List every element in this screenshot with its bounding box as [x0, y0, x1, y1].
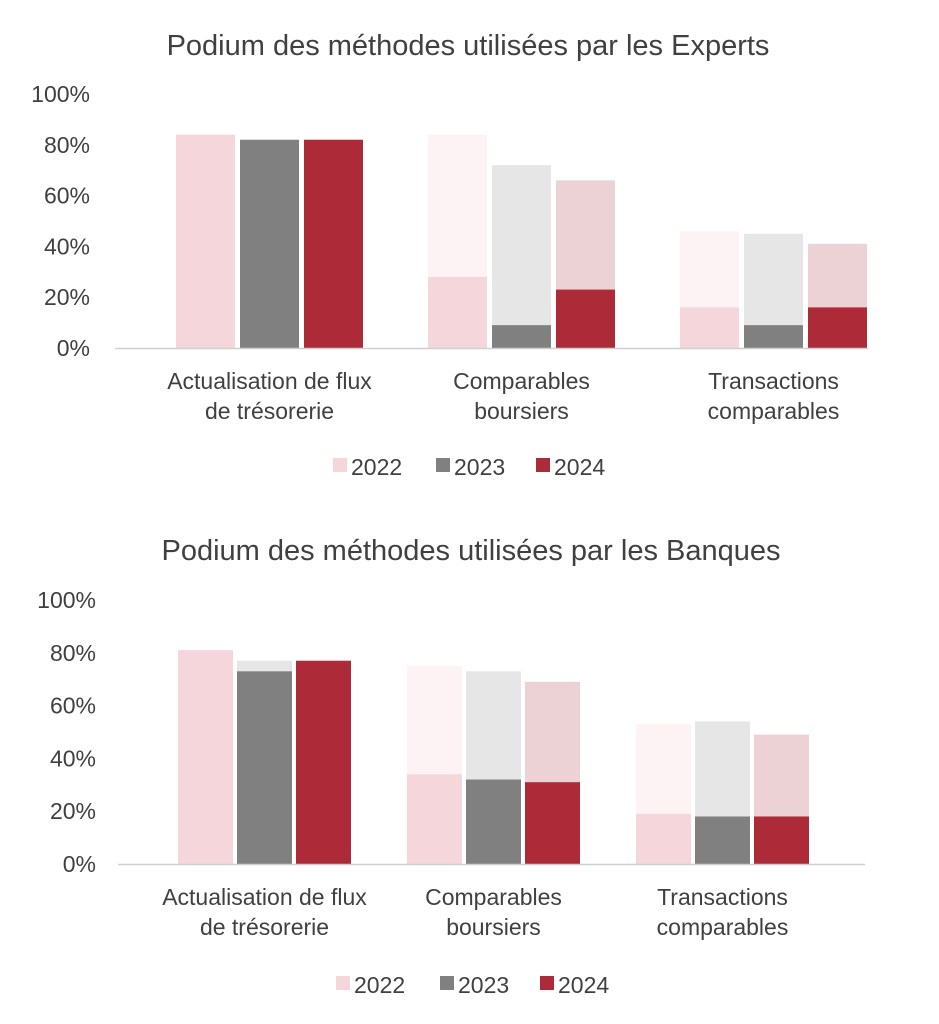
bar-2023 [744, 325, 803, 348]
bar-2022 [407, 774, 462, 864]
bar-total-2023 [492, 165, 551, 326]
bar-total-2023 [744, 233, 803, 326]
legend-swatch-2024 [540, 976, 554, 990]
y-tick-label: 20% [44, 284, 90, 310]
bar-2022 [636, 813, 691, 864]
bar-total-2023 [237, 660, 292, 672]
bar-2024 [556, 289, 615, 348]
category-label: Actualisation de flux de trésorerie [162, 884, 367, 940]
chart-title: Podium des méthodes utilisées par les Ex… [167, 30, 770, 62]
category-label: Transactions comparables [657, 884, 789, 940]
y-tick-label: 60% [50, 693, 96, 719]
bar-2023 [492, 325, 551, 348]
legend-swatch-2022 [333, 458, 347, 472]
bar-2024 [304, 139, 363, 348]
category-label: Comparables boursiers [425, 884, 562, 940]
bar-2022 [178, 650, 233, 864]
y-tick-label: 60% [44, 183, 90, 209]
bar-total-2023 [466, 671, 521, 780]
bar-2022 [428, 276, 487, 348]
bar-total-2024 [754, 734, 809, 817]
legend-label: 2024 [554, 454, 605, 480]
bar-2023 [240, 139, 299, 348]
y-tick-label: 80% [44, 132, 90, 158]
bar-2023 [695, 816, 750, 864]
bar-2023 [466, 779, 521, 864]
y-tick-label: 100% [31, 81, 90, 107]
bar-total-2022 [680, 231, 739, 308]
legend-swatch-2023 [440, 976, 454, 990]
bar-total-2024 [808, 243, 867, 308]
category-label: Comparables boursiers [453, 368, 590, 424]
legend-swatch-2022 [336, 976, 350, 990]
legend-label: 2022 [354, 972, 405, 998]
legend-swatch-2024 [536, 458, 550, 472]
bar-2024 [296, 660, 351, 864]
bar-2024 [808, 307, 867, 348]
chart-1: Podium des méthodes utilisées par les Ex… [31, 30, 868, 480]
legend-label: 2022 [351, 454, 402, 480]
bar-total-2024 [556, 180, 615, 290]
y-tick-label: 40% [50, 745, 96, 771]
bar-2023 [237, 671, 292, 864]
bar-total-2024 [525, 681, 580, 783]
bar-total-2022 [428, 134, 487, 277]
bar-2024 [754, 816, 809, 864]
legend-swatch-2023 [436, 458, 450, 472]
bar-total-2023 [695, 721, 750, 817]
y-tick-label: 80% [50, 640, 96, 666]
bar-total-2022 [407, 666, 462, 775]
legend-label: 2023 [458, 972, 509, 998]
y-tick-label: 0% [57, 335, 90, 361]
y-tick-label: 20% [50, 798, 96, 824]
bar-total-2022 [636, 724, 691, 814]
bar-2022 [176, 134, 235, 348]
category-label: Actualisation de flux de trésorerie [167, 368, 372, 424]
bar-2024 [525, 782, 580, 864]
legend-label: 2023 [454, 454, 505, 480]
category-label: Transactions comparables [708, 368, 840, 424]
y-tick-label: 40% [44, 233, 90, 259]
y-tick-label: 100% [37, 587, 96, 613]
y-tick-label: 0% [63, 851, 96, 877]
chart-2: Podium des méthodes utilisées par les Ba… [37, 535, 865, 998]
chart-title: Podium des méthodes utilisées par les Ba… [161, 535, 780, 567]
bar-2022 [680, 307, 739, 348]
legend-label: 2024 [558, 972, 609, 998]
